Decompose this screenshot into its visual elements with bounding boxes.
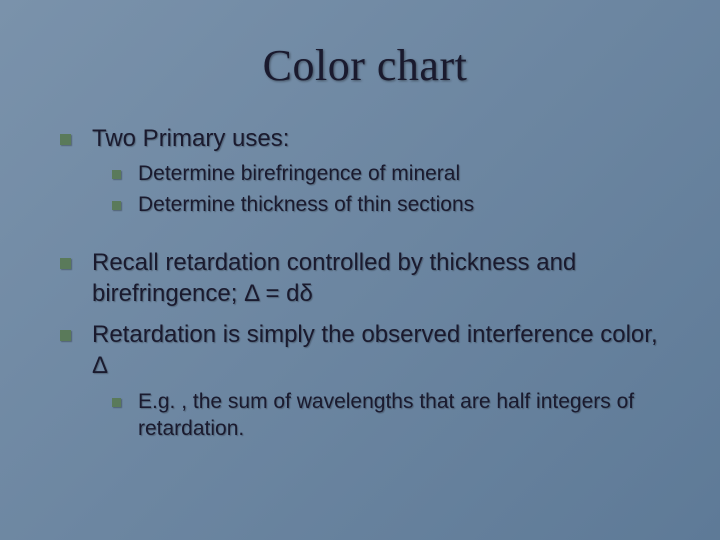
slide: Color chart Two Primary uses: Determine … — [0, 0, 720, 540]
slide-content: Two Primary uses: Determine birefringenc… — [60, 123, 670, 442]
spacer — [92, 223, 670, 237]
list-item: Determine birefringence of mineral — [112, 160, 670, 187]
list-item: Recall retardation controlled by thickne… — [60, 247, 670, 309]
list-item: E.g. , the sum of wavelengths that are h… — [112, 388, 670, 443]
list-item: Two Primary uses: Determine birefringenc… — [60, 123, 670, 237]
bullet-text: Two Primary uses: — [92, 125, 289, 152]
bullet-text: Recall retardation controlled by thickne… — [92, 249, 576, 307]
bullet-text: Determine thickness of thin sections — [138, 193, 474, 216]
bullet-text: E.g. , the sum of wavelengths that are h… — [138, 390, 634, 440]
slide-title: Color chart — [60, 40, 670, 91]
sub-bullet-list: E.g. , the sum of wavelengths that are h… — [112, 388, 670, 443]
bullet-text: Determine birefringence of mineral — [138, 162, 460, 185]
sub-bullet-list: Determine birefringence of mineral Deter… — [112, 160, 670, 219]
bullet-text: Retardation is simply the observed inter… — [92, 321, 658, 379]
list-item: Retardation is simply the observed inter… — [60, 319, 670, 442]
bullet-list: Two Primary uses: Determine birefringenc… — [60, 123, 670, 442]
list-item: Determine thickness of thin sections — [112, 191, 670, 218]
